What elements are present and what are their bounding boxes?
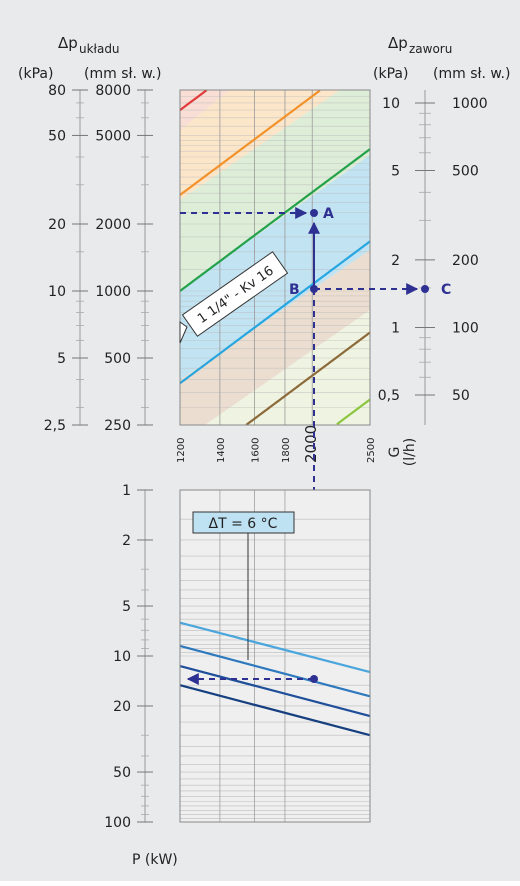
left-ticks: 80 8000 50 5000 20 2000 10 1000 5 500 2,5 250 — [44, 83, 153, 434]
delta-t-line — [179, 665, 371, 718]
lower-tick-label: 10 — [113, 649, 131, 665]
delta-t-lines — [179, 621, 371, 737]
point-b-label: B — [289, 282, 300, 298]
left-mm-label: 5000 — [95, 128, 131, 144]
delta-t-label: ΔT = 6 °C — [209, 516, 278, 532]
right-kpa-label: 0,5 — [378, 388, 400, 404]
flow-axis-ticks: 1200 1400 1600 1800 2000 2500 — [176, 425, 377, 463]
left-axis-subscript: układu — [79, 42, 120, 56]
right-ticks: 10 1000 5 500 2 200 1 100 0,5 50 — [378, 96, 488, 404]
upper-plot-frame — [179, 89, 371, 426]
flow-tick-label: 1800 — [281, 438, 292, 463]
right-axis-subscript: zaworu — [409, 42, 452, 56]
lower-tick-label: 20 — [113, 699, 131, 715]
left-axis: Δp układu (kPa) (mm sł. w.) 80 8000 50 5000… — [18, 34, 161, 434]
flow-tick-label: 1600 — [250, 438, 261, 463]
left-kpa-label: 20 — [48, 217, 66, 233]
flow-tick-label: 1200 — [176, 438, 187, 463]
lower-tick-label: 1 — [122, 483, 131, 499]
right-kpa-label: 5 — [391, 164, 400, 180]
right-kpa-label: 1 — [391, 320, 400, 336]
right-axis-unit-kpa: (kPa) — [373, 66, 408, 82]
lower-tick-label: 2 — [122, 533, 131, 549]
kv-line — [179, 89, 208, 111]
power-axis-label: P (kW) — [132, 852, 178, 868]
point-a-label: A — [323, 206, 334, 222]
left-axis-symbol: Δp — [58, 34, 78, 52]
left-mm-label: 8000 — [95, 83, 131, 99]
right-mm-label: 200 — [452, 253, 479, 269]
lower-tick-label: 50 — [113, 765, 131, 781]
left-axis-unit-kpa: (kPa) — [18, 66, 53, 82]
left-kpa-label: 2,5 — [44, 418, 66, 434]
lower-ticks: 1 2 5 10 20 50 100 — [104, 483, 153, 831]
right-mm-label: 100 — [452, 320, 479, 336]
right-mm-label: 1000 — [452, 96, 488, 112]
point-b — [310, 285, 318, 293]
power-reading-point — [310, 675, 318, 683]
right-axis-symbol: Δp — [388, 34, 408, 52]
lower-grid — [180, 489, 370, 823]
delta-t-line — [179, 621, 371, 674]
point-c — [421, 285, 429, 293]
left-mm-label: 250 — [104, 418, 131, 434]
left-kpa-label: 50 — [48, 128, 66, 144]
right-kpa-label: 10 — [382, 96, 400, 112]
delta-t-line — [179, 684, 371, 737]
right-mm-label: 50 — [452, 388, 470, 404]
point-a — [310, 209, 318, 217]
lower-tick-label: 5 — [122, 599, 131, 615]
flow-tick-label: 2000 — [302, 425, 320, 463]
flow-axis-label: G — [387, 447, 403, 458]
delta-t-line — [179, 644, 371, 698]
upper-grid — [180, 89, 370, 426]
kv-line — [179, 89, 321, 196]
left-kpa-label: 80 — [48, 83, 66, 99]
right-axis-unit-mm: (mm sł. w.) — [433, 66, 510, 82]
right-axis: Δp zaworu (kPa) (mm sł. w.) 10 1000 5 500 2 2… — [373, 34, 510, 425]
delta-t-box — [192, 511, 295, 534]
right-mm-label: 500 — [452, 164, 479, 180]
left-kpa-label: 5 — [57, 351, 66, 367]
left-kpa-label: 10 — [48, 284, 66, 300]
kv-line — [336, 398, 371, 426]
kv-line — [179, 240, 371, 385]
left-mm-label: 2000 — [95, 217, 131, 233]
lower-tick-label: 100 — [104, 815, 131, 831]
left-axis-unit-mm: (mm sł. w.) — [84, 66, 161, 82]
kv-lines — [179, 89, 371, 426]
kv-line — [179, 148, 371, 292]
right-kpa-label: 2 — [391, 253, 400, 269]
left-mm-label: 500 — [104, 351, 131, 367]
lower-chart: 1 2 5 10 20 50 100 ΔT = 6 °C P (kW) — [104, 483, 371, 868]
left-mm-label: 1000 — [95, 284, 131, 300]
kv-line — [245, 331, 371, 426]
flow-tick-label: 2500 — [366, 438, 377, 463]
point-c-label: C — [441, 282, 451, 298]
flow-axis-unit: (l/h) — [402, 438, 418, 466]
flow-tick-label: 1400 — [216, 438, 227, 463]
